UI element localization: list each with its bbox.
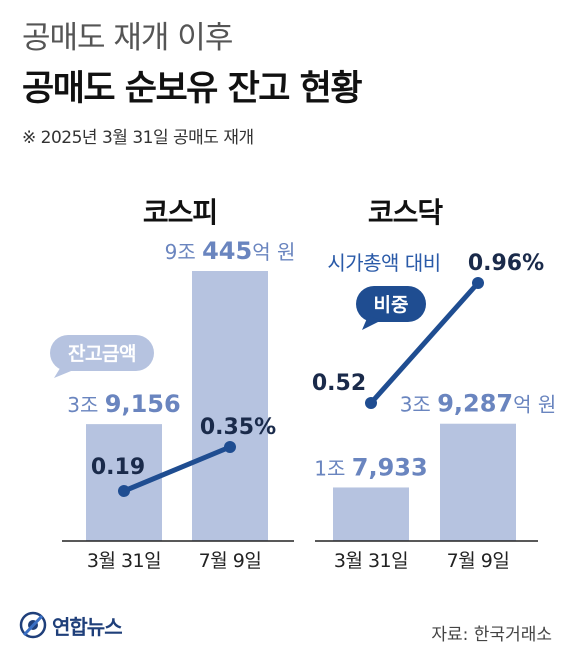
ratio-value-label: 0.35% <box>200 415 276 440</box>
amount-legend-bubble <box>50 335 154 371</box>
bar-value-label: 1조 7,933 <box>314 453 427 481</box>
bar-value-label: 3조 9,287억 원 <box>400 390 557 418</box>
subtitle: 공매도 재개 이후 <box>22 20 233 56</box>
chart-title: 코스닥 <box>368 196 444 229</box>
amount-legend-bubble-tail <box>54 365 76 378</box>
page-title: 공매도 순보유 잔고 현황 <box>22 69 363 109</box>
bar <box>333 487 409 541</box>
ratio-legend-label-2: 비중 <box>374 294 409 316</box>
ratio-point <box>365 397 377 409</box>
ratio-point <box>472 277 484 289</box>
yonhap-logo-icon <box>19 611 47 639</box>
ratio-line <box>123 444 231 494</box>
ratio-line <box>369 281 480 405</box>
x-tick-label: 3월 31일 <box>334 550 408 572</box>
footnote: ※ 2025년 3월 31일 공매도 재개 <box>22 128 254 148</box>
logo: 연합뉴스 <box>18 610 123 640</box>
ratio-legend-label: 시가총액 대비 <box>327 251 440 275</box>
x-tick-label: 7월 9일 <box>199 550 262 572</box>
bar-value-label: 3조 9,156 <box>67 390 180 418</box>
x-tick-label: 7월 9일 <box>447 550 510 572</box>
x-tick-label: 3월 31일 <box>87 550 161 572</box>
ratio-point <box>118 485 130 497</box>
source: 자료: 한국거래소 <box>431 625 552 645</box>
chart-title: 코스피 <box>143 196 217 229</box>
logo-text: 연합뉴스 <box>52 614 123 639</box>
ratio-value-label: 0.96% <box>468 251 544 276</box>
ratio-value-label: 0.52 <box>312 371 366 396</box>
ratio-value-label: 0.19 <box>91 455 145 480</box>
ratio-legend-bubble-tail <box>362 316 382 330</box>
amount-legend-label: 잔고금액 <box>68 343 136 365</box>
bar <box>440 423 516 541</box>
ratio-legend-bubble <box>356 286 426 322</box>
ratio-point <box>224 441 236 453</box>
bar <box>192 271 268 541</box>
bar-value-label: 9조 445억 원 <box>165 237 296 265</box>
